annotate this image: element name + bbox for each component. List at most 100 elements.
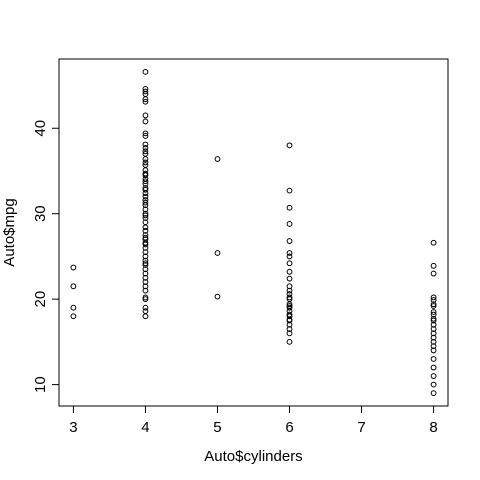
point [142,141,149,148]
point [142,118,149,125]
point [142,145,149,151]
point [286,250,293,256]
point [142,190,149,197]
y-tick-label: 40 [32,120,49,137]
point [214,250,221,256]
point [142,206,149,213]
y-tick-label: 20 [32,291,49,308]
point [430,326,437,332]
point [430,297,437,303]
point [142,224,149,231]
point [430,239,437,246]
point [430,381,437,388]
point [142,262,149,268]
point [430,309,437,315]
x-tick-label: 5 [213,419,221,436]
point [286,326,293,332]
point [286,317,293,324]
point [430,303,437,309]
point [142,112,149,119]
point [142,159,149,166]
plot-frame [58,58,449,407]
point [430,390,437,397]
x-tick-label: 6 [285,419,293,436]
point [286,321,293,328]
point [142,283,149,290]
x-tick-label: 3 [69,419,77,436]
point [286,287,293,294]
point [286,204,293,211]
point [286,275,293,282]
point [430,373,437,379]
point [430,356,437,362]
y-tick-label: 10 [32,376,49,393]
point [142,260,149,267]
point [214,293,221,300]
point [286,238,293,244]
point [142,133,149,139]
y-axis-label: Auto$mpg [1,198,18,266]
point [286,313,293,320]
point [142,180,149,187]
point [142,241,149,248]
point [142,227,149,234]
point [430,338,437,345]
point [142,308,149,315]
point [142,156,149,162]
point [430,347,437,354]
point [142,148,149,155]
point [142,266,149,273]
point [286,187,293,194]
point [430,317,437,324]
point [142,253,149,260]
point [70,313,77,320]
point [142,249,149,256]
point [70,304,77,311]
point [142,304,149,311]
point [430,315,437,322]
point [142,294,149,301]
point [142,98,149,105]
point [142,68,149,75]
point [142,279,149,285]
point [70,264,77,271]
point [142,212,149,219]
point [142,178,149,185]
point [142,313,149,320]
point [70,283,77,290]
point [142,199,149,206]
point [286,301,293,308]
point [286,142,293,149]
point [286,260,293,267]
point [142,215,149,221]
point [142,210,149,217]
point [142,274,149,281]
point [142,88,149,95]
point [286,294,293,301]
point [430,364,437,371]
point [430,330,437,337]
point [142,96,149,103]
point [286,283,293,290]
x-axis-label: Auto$cylinders [204,448,302,465]
point [214,156,221,162]
point [142,172,149,179]
point [430,294,437,301]
point [286,221,293,227]
point [286,330,293,337]
point [430,334,437,341]
point [286,268,293,275]
point [142,257,149,264]
point [142,186,149,193]
point [142,193,149,200]
x-tick-label: 7 [357,419,365,436]
point [430,343,437,350]
point [286,338,293,345]
point [142,296,149,303]
point [142,202,149,209]
point [430,321,437,328]
point [142,287,149,294]
point [142,244,149,251]
point [430,262,437,269]
